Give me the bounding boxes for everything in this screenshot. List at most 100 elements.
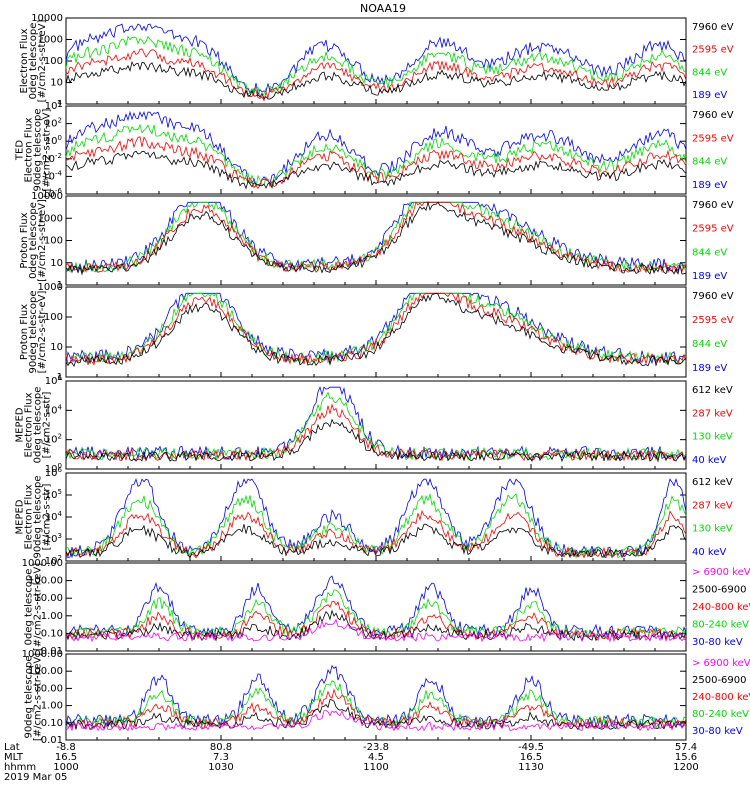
y-tick-label: 100 xyxy=(45,462,62,475)
y-tick-label: 100 xyxy=(44,312,63,323)
legend-entry: 844 eV xyxy=(692,247,727,258)
trace-black xyxy=(65,418,687,463)
trace-green xyxy=(65,35,687,98)
figure-title: NOAA19 xyxy=(360,2,406,15)
trace-magenta xyxy=(65,709,687,732)
y-axis-label-line: Electron Flux xyxy=(19,28,30,93)
trace-black xyxy=(65,150,687,190)
y-axis-label-line: MEPED xyxy=(15,407,26,442)
legend-entry: > 6900 keV xyxy=(692,567,750,578)
y-axis-label-line: [#/cm2-s-str-eV] xyxy=(37,199,48,282)
y-axis-label-line: Electron Flux xyxy=(24,392,35,457)
trace-black xyxy=(65,292,687,368)
footer-value: 57.4 xyxy=(675,742,697,753)
legend-entry: 612 keV xyxy=(692,385,733,396)
y-tick-label: 1 xyxy=(57,372,63,383)
y-tick-label: 106 xyxy=(45,374,63,387)
footer-value: 1100 xyxy=(363,762,388,773)
footer-axis-labels: Lat -8.8 80.8 -23.8 -49.5 57.4 MLT 16.5 7.3 4.5 16… xyxy=(4,742,699,783)
legend-entry: 844 eV xyxy=(692,157,727,168)
y-axis-label-line: [#/cm2-s-str-eV] xyxy=(37,20,48,103)
y-tick-label: 100 xyxy=(44,236,63,247)
legend-entry: 80-240 keV xyxy=(692,620,749,631)
trace-blue xyxy=(65,201,687,273)
legend-entry: 2595 eV xyxy=(692,45,734,56)
footer-value: 4.5 xyxy=(368,752,384,763)
y-tick-label: 100.00 xyxy=(28,666,63,677)
y-tick-label: 102 xyxy=(45,554,62,567)
y-tick-label: 1000 xyxy=(38,35,63,46)
y-tick-label: 102 xyxy=(45,433,62,446)
y-axis-label-line: Proton Flux xyxy=(19,304,30,360)
trace-green xyxy=(65,391,687,461)
y-tick-label: 10-4 xyxy=(42,169,62,182)
footer-value: 1130 xyxy=(518,762,543,773)
y-axis-label-line: 90deg telescope xyxy=(33,475,44,558)
y-tick-label: 106 xyxy=(45,466,63,479)
trace-red xyxy=(65,688,687,731)
y-tick-label: 104 xyxy=(45,99,63,112)
y-tick-label: 0.10 xyxy=(41,718,63,729)
footer-value: -8.8 xyxy=(56,742,76,753)
y-tick-label: 0.01 xyxy=(41,646,63,657)
y-axis-label: 90deg telescope[#/cm2-s-str-keV] xyxy=(24,653,44,741)
legend-entry: 2500-6900 xyxy=(692,585,747,596)
legend-entry: 130 keV xyxy=(692,524,733,535)
y-axis-label-line: [#/cm2-s-str] xyxy=(42,391,53,458)
y-axis-label-line: 90deg telescope xyxy=(24,655,35,738)
y-tick-label: 100.00 xyxy=(28,576,63,587)
trace-red xyxy=(65,600,687,641)
legend-entry: 2500-6900 xyxy=(692,675,747,686)
y-tick-label: 0.01 xyxy=(41,735,63,746)
legend-entry: 189 eV xyxy=(692,271,727,282)
trace-black xyxy=(65,60,687,100)
y-tick-label: 10.00 xyxy=(34,683,63,694)
y-tick-label: 10 xyxy=(50,258,63,269)
legend-entry: 189 eV xyxy=(692,363,727,374)
footer-value: 7.3 xyxy=(213,752,229,763)
footer-value: 16.5 xyxy=(55,752,77,763)
y-tick-label: 0.10 xyxy=(41,628,63,639)
y-axis-label-line: 0deg telescope xyxy=(33,387,44,464)
legend-entry: 7960 eV xyxy=(692,110,734,121)
legend-entry: 844 eV xyxy=(692,67,727,78)
legend-entry: 189 eV xyxy=(692,180,727,191)
y-tick-label: 1000.00 xyxy=(22,649,63,660)
legend-entry: 287 keV xyxy=(692,408,733,419)
y-axis-label-line: [#/cm2-s-str-eV] xyxy=(37,291,48,374)
trace-blue xyxy=(65,575,687,639)
y-axis-label-line: 0deg telescope xyxy=(28,202,39,279)
y-tick-label: 10 xyxy=(50,78,63,89)
legend-entry: 40 keV xyxy=(692,547,726,558)
y-tick-label: 1000 xyxy=(38,282,63,293)
trace-blue xyxy=(65,23,687,97)
y-axis-label-line: 0deg telescope xyxy=(28,23,39,100)
legend-entry: 130 keV xyxy=(692,432,733,443)
trace-red xyxy=(65,403,687,462)
trace-green xyxy=(65,680,687,730)
trace-blue xyxy=(65,110,687,186)
panel-frame xyxy=(65,17,687,105)
legend-entry: > 6900 keV xyxy=(692,658,750,669)
y-tick-label: 10000 xyxy=(31,191,63,202)
footer-value: 80.8 xyxy=(210,742,232,753)
legend-entry: 7960 eV xyxy=(692,291,734,302)
y-tick-label: 104 xyxy=(45,403,63,416)
y-axis-label-line: Electron Flux xyxy=(24,484,35,549)
y-axis-label-line: Proton Flux xyxy=(19,212,30,268)
y-tick-label: 1.00 xyxy=(41,611,63,622)
y-axis-label-line: MEPED xyxy=(15,499,26,534)
legend-entry: 7960 eV xyxy=(692,200,734,211)
y-tick-label: 10-6 xyxy=(42,187,62,200)
y-tick-label: 1.00 xyxy=(41,701,63,712)
